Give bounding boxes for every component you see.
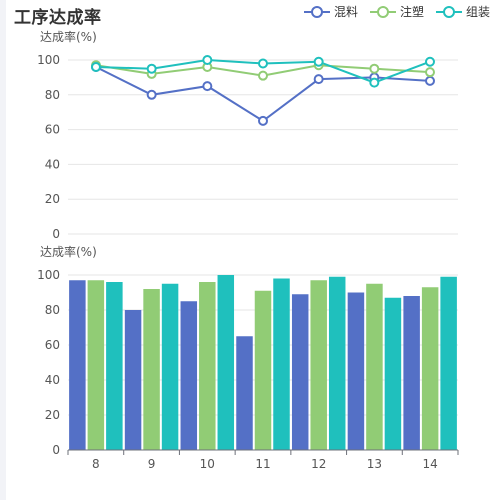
bar-混料 xyxy=(236,336,253,450)
bar-混料 xyxy=(180,301,198,450)
x-tick-label: 10 xyxy=(200,457,215,471)
line-point-混料 xyxy=(146,89,157,100)
line-y-tick-label: 20 xyxy=(45,192,60,206)
legend: 混料 注塑 组装 xyxy=(303,3,490,20)
legend-symbol-注塑 xyxy=(369,5,396,18)
bar-组装 xyxy=(217,275,235,450)
legend-label-注塑: 注塑 xyxy=(399,5,424,19)
line-point-组装 xyxy=(425,56,435,67)
legend-symbol-混料 xyxy=(303,5,330,18)
line-point-注塑 xyxy=(369,63,380,74)
bar-混料 xyxy=(403,296,420,450)
legend-item-混料[interactable]: 混料 xyxy=(303,3,358,20)
x-tick-label: 11 xyxy=(255,457,270,471)
left-border xyxy=(0,0,6,500)
bar-组装 xyxy=(273,278,290,450)
bar-组装 xyxy=(384,297,402,450)
line-point-组装 xyxy=(369,77,380,88)
bar-混料 xyxy=(347,292,365,450)
x-tick-label: 8 xyxy=(92,457,100,471)
legend-label-混料: 混料 xyxy=(333,5,358,19)
bar-注塑 xyxy=(310,280,327,450)
line-point-混料 xyxy=(425,75,435,86)
chart-title: 工序达成率 xyxy=(14,8,102,28)
line-y-tick-label: 40 xyxy=(45,157,60,171)
x-tick-label: 9 xyxy=(148,457,156,471)
bar-注塑 xyxy=(421,287,439,450)
bar-y-tick-label: 60 xyxy=(45,338,60,352)
bar-注塑 xyxy=(143,289,160,450)
bar-注塑 xyxy=(254,290,272,450)
legend-item-组装[interactable]: 组装 xyxy=(435,3,490,20)
bar-注塑 xyxy=(87,280,105,450)
legend-symbol-组装 xyxy=(435,5,462,18)
line-y-tick-label: 60 xyxy=(45,123,60,137)
line-point-组装 xyxy=(202,55,213,65)
legend-label-组装: 组装 xyxy=(465,5,490,19)
bar-y-tick-label: 0 xyxy=(52,443,60,457)
bar-y-tick-label: 80 xyxy=(45,303,60,317)
x-tick-label: 14 xyxy=(423,457,438,471)
line-point-组装 xyxy=(146,63,157,74)
bar-注塑 xyxy=(366,283,383,450)
line-point-组装 xyxy=(258,58,268,69)
line-point-混料 xyxy=(313,74,324,85)
line-point-注塑 xyxy=(425,67,435,78)
bar-组装 xyxy=(328,276,346,450)
bar-y-axis-label: 达成率(%) xyxy=(40,244,97,259)
x-tick-label: 13 xyxy=(367,457,382,471)
x-tick-label: 12 xyxy=(311,457,326,471)
bar-y-tick-label: 100 xyxy=(37,268,60,282)
line-point-注塑 xyxy=(258,70,268,81)
line-y-tick-label: 100 xyxy=(37,53,60,67)
line-point-混料 xyxy=(258,115,268,126)
line-y-tick-label: 0 xyxy=(52,227,60,241)
line-point-组装 xyxy=(313,56,324,67)
bar-注塑 xyxy=(199,282,216,450)
legend-item-注塑[interactable]: 注塑 xyxy=(369,3,424,20)
bar-组装 xyxy=(440,276,457,450)
bar-混料 xyxy=(124,310,142,450)
bar-混料 xyxy=(69,280,86,450)
bar-混料 xyxy=(291,294,309,450)
line-y-axis-label: 达成率(%) xyxy=(40,29,97,44)
line-y-tick-label: 80 xyxy=(45,88,60,102)
line-point-组装 xyxy=(91,61,101,72)
bar-y-tick-label: 20 xyxy=(45,408,60,422)
bar-组装 xyxy=(161,283,179,450)
line-point-混料 xyxy=(202,81,213,92)
bar-y-tick-label: 40 xyxy=(45,373,60,387)
bar-组装 xyxy=(106,282,123,450)
